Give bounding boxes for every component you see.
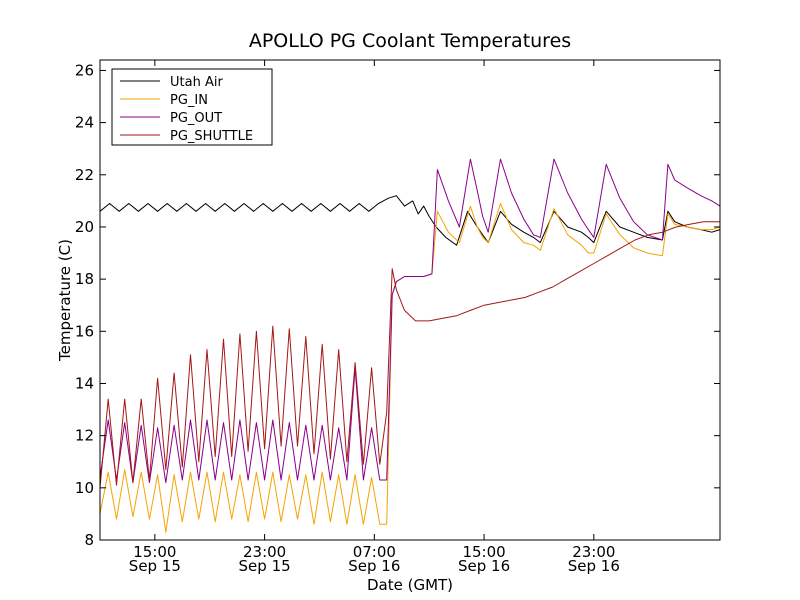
y-tick-label: 22	[75, 166, 94, 184]
x-tick-label: 23:00	[572, 543, 615, 561]
series-line-pg-in	[99, 203, 721, 533]
x-tick-date-label: Sep 15	[239, 557, 291, 575]
y-tick-label: 16	[75, 322, 94, 340]
x-tick-label: 23:00	[243, 543, 286, 561]
series-line-utah-air	[99, 195, 721, 246]
series-line-pg-out	[99, 158, 721, 484]
x-tick-date-label: Sep 16	[348, 557, 400, 575]
y-tick-label: 20	[75, 218, 94, 236]
y-tick-label: 8	[84, 531, 94, 549]
x-tick-label: 15:00	[462, 543, 505, 561]
legend: Utah Air PG_IN PG_OUT PG_SHUTTLE	[111, 68, 273, 146]
y-tick-label: 10	[75, 479, 94, 497]
plot-frame	[99, 59, 721, 541]
x-tick-date-label: Sep 16	[458, 557, 510, 575]
legend-label: PG_OUT	[170, 111, 222, 126]
legend-label: PG_SHUTTLE	[170, 129, 253, 144]
legend-label: Utah Air	[170, 75, 223, 90]
y-axis-label: Temperature (C)	[56, 239, 74, 362]
y-tick-label: 24	[75, 114, 94, 132]
x-tick-date-label: Sep 15	[129, 557, 181, 575]
x-axis-label: Date (GMT)	[367, 576, 453, 594]
series-line-pg-shuttle	[99, 221, 720, 488]
x-tick-label: 15:00	[133, 543, 176, 561]
y-tick-label: 18	[75, 270, 94, 288]
y-tick-label: 26	[75, 61, 94, 79]
chart-title: APOLLO PG Coolant Temperatures	[249, 30, 571, 52]
x-tick-date-label: Sep 16	[568, 557, 620, 575]
x-tick-label: 07:00	[353, 543, 396, 561]
legend-box	[111, 68, 273, 146]
y-tick-label: 12	[75, 427, 94, 445]
y-tick-label: 14	[75, 374, 94, 392]
legend-label: PG_IN	[170, 93, 208, 108]
